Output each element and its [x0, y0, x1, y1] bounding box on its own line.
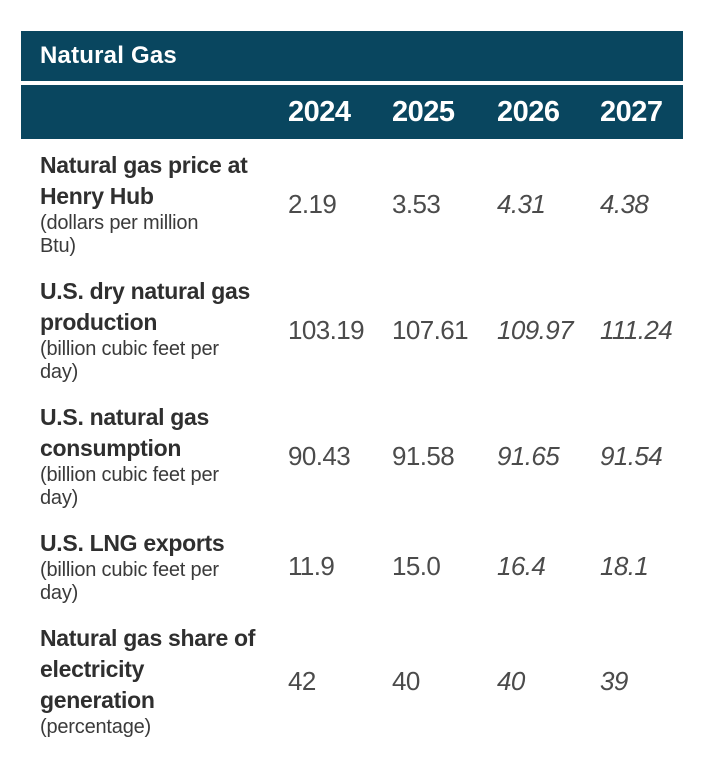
- row-unit: (billion cubic feet per day): [40, 464, 219, 509]
- value-cell: 40: [497, 665, 525, 696]
- value-cell: 39: [600, 665, 628, 696]
- value-cell: 15.0: [392, 551, 441, 581]
- value-cell: 103.19: [288, 314, 365, 345]
- value-cell: 40: [392, 665, 420, 696]
- table-title-bar: Natural Gas: [21, 31, 683, 85]
- column-header-year-1: 2024: [288, 95, 351, 128]
- column-header-year-4: 2027: [600, 95, 663, 128]
- table-row: U.S. LNG exports (billion cubic feet per d…: [21, 519, 683, 614]
- column-header-year-3: 2026: [497, 95, 560, 128]
- table-row: Natural gas price at Henry Hub (dollars pe…: [21, 141, 683, 267]
- value-cell: 3.53: [392, 188, 441, 219]
- row-label-cell: U.S. dry natural gas production (billion c…: [21, 276, 288, 384]
- value-cell: 109.97: [497, 314, 574, 345]
- value-cell: 11.9: [288, 551, 335, 581]
- row-label: U.S. LNG exports: [40, 530, 225, 556]
- value-cell: 107.61: [392, 314, 469, 345]
- table-title: Natural Gas: [40, 42, 177, 69]
- row-label: Natural gas share of electricity generatio…: [40, 625, 256, 713]
- row-label: Natural gas price at Henry Hub: [40, 152, 248, 209]
- row-label-cell: U.S. LNG exports (billion cubic feet per d…: [21, 528, 288, 605]
- table-row: U.S. natural gas consumption (billion cubi…: [21, 393, 683, 519]
- row-label-cell: U.S. natural gas consumption (billion cubi…: [21, 402, 288, 510]
- value-cell: 16.4: [497, 551, 546, 581]
- value-cell: 91.54: [600, 440, 663, 471]
- table-row: U.S. dry natural gas production (billion c…: [21, 267, 683, 393]
- row-unit: (billion cubic feet per day): [40, 338, 219, 383]
- column-header-year-2: 2025: [392, 95, 455, 128]
- natural-gas-table: Natural Gas 2024 2025 2026 2027 Natural …: [21, 31, 683, 748]
- table-body: Natural gas price at Henry Hub (dollars pe…: [21, 139, 683, 748]
- table-header-row: 2024 2025 2026 2027: [21, 85, 683, 139]
- value-cell: 91.58: [392, 440, 455, 471]
- row-unit: (billion cubic feet per day): [40, 559, 219, 604]
- row-label: U.S. natural gas consumption: [40, 404, 210, 461]
- value-cell: 4.38: [600, 188, 649, 219]
- row-unit: (dollars per million Btu): [40, 212, 199, 257]
- row-label-cell: Natural gas share of electricity generatio…: [21, 623, 288, 739]
- value-cell: 90.43: [288, 440, 351, 471]
- row-label: U.S. dry natural gas production: [40, 278, 251, 335]
- table-row: Natural gas share of electricity generatio…: [21, 614, 683, 748]
- value-cell: 18.1: [600, 551, 649, 581]
- value-cell: 42: [288, 665, 316, 696]
- value-cell: 2.19: [288, 188, 337, 219]
- value-cell: 111.24: [600, 314, 673, 345]
- value-cell: 4.31: [497, 188, 546, 219]
- value-cell: 91.65: [497, 440, 560, 471]
- row-label-cell: Natural gas price at Henry Hub (dollars pe…: [21, 150, 288, 258]
- row-unit: (percentage): [40, 716, 151, 738]
